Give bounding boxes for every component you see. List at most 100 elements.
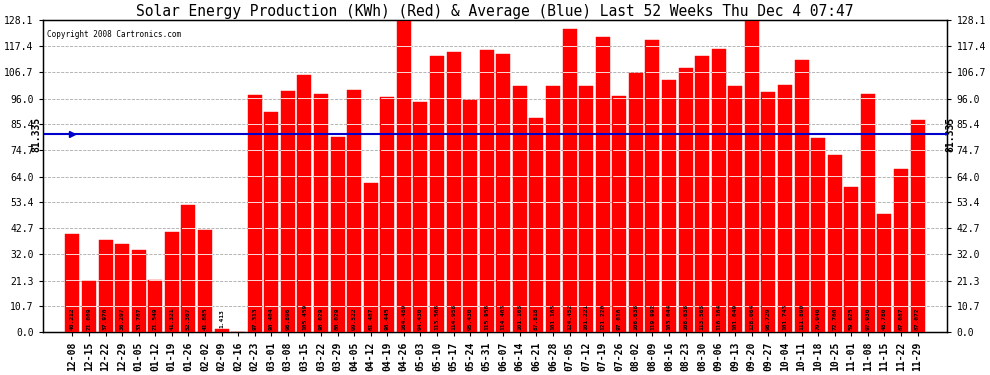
- Text: 95.430: 95.430: [467, 308, 472, 330]
- Bar: [82, 281, 96, 332]
- Text: 90.404: 90.404: [268, 308, 274, 330]
- Text: 119.992: 119.992: [650, 304, 655, 330]
- Bar: [662, 80, 676, 332]
- Bar: [132, 250, 146, 332]
- Text: 41.321: 41.321: [169, 308, 174, 330]
- Bar: [678, 68, 693, 332]
- Text: 101.221: 101.221: [584, 304, 589, 330]
- Text: 121.220: 121.220: [600, 304, 605, 330]
- Bar: [729, 86, 742, 332]
- Bar: [397, 0, 411, 332]
- Text: 108.638: 108.638: [683, 304, 688, 330]
- Bar: [98, 240, 113, 332]
- Text: 103.644: 103.644: [666, 304, 671, 330]
- Text: 80.029: 80.029: [335, 308, 340, 330]
- Text: 97.930: 97.930: [865, 308, 870, 330]
- Bar: [877, 214, 892, 332]
- Text: Copyright 2008 Cartronics.com: Copyright 2008 Cartronics.com: [48, 30, 181, 39]
- Text: 1.413: 1.413: [219, 309, 224, 328]
- Bar: [844, 187, 858, 332]
- Text: 111.890: 111.890: [799, 304, 804, 330]
- Text: 114.958: 114.958: [451, 304, 456, 330]
- Bar: [463, 100, 477, 332]
- Text: 40.212: 40.212: [70, 308, 75, 330]
- Bar: [828, 155, 842, 332]
- Bar: [281, 92, 295, 332]
- Text: 101.165: 101.165: [550, 304, 555, 330]
- Bar: [264, 112, 278, 332]
- Text: 36.297: 36.297: [120, 308, 125, 330]
- Text: 105.459: 105.459: [302, 304, 307, 330]
- Text: 97.016: 97.016: [617, 308, 622, 330]
- Bar: [314, 94, 328, 332]
- Text: 116.164: 116.164: [716, 304, 722, 330]
- Text: 81.335: 81.335: [945, 117, 955, 152]
- Bar: [115, 244, 129, 332]
- Bar: [596, 37, 610, 332]
- Text: 41.885: 41.885: [203, 308, 208, 330]
- Bar: [795, 60, 809, 332]
- Bar: [297, 75, 312, 332]
- Text: 98.029: 98.029: [319, 308, 324, 330]
- Bar: [215, 329, 229, 332]
- Text: 115.958: 115.958: [484, 304, 489, 330]
- Bar: [380, 98, 394, 332]
- Bar: [579, 86, 593, 332]
- Bar: [363, 183, 378, 332]
- Text: 98.729: 98.729: [766, 308, 771, 330]
- Text: 97.313: 97.313: [252, 308, 257, 330]
- Bar: [181, 205, 195, 332]
- Text: 67.087: 67.087: [899, 308, 904, 330]
- Text: 106.638: 106.638: [634, 304, 639, 330]
- Text: 61.487: 61.487: [368, 308, 373, 330]
- Text: 96.445: 96.445: [385, 308, 390, 330]
- Text: 52.307: 52.307: [186, 308, 191, 330]
- Text: 33.787: 33.787: [137, 308, 142, 330]
- Bar: [513, 86, 527, 332]
- Text: 87.818: 87.818: [534, 308, 539, 330]
- Bar: [198, 230, 212, 332]
- Title: Solar Energy Production (KWh) (Red) & Average (Blue) Last 52 Weeks Thu Dec 4 07:: Solar Energy Production (KWh) (Red) & Av…: [137, 4, 853, 19]
- Text: 113.568: 113.568: [435, 304, 440, 330]
- Bar: [811, 138, 826, 332]
- Text: 99.522: 99.522: [351, 308, 356, 330]
- Text: 81.335: 81.335: [31, 117, 41, 152]
- Text: 37.970: 37.970: [103, 308, 108, 330]
- Bar: [65, 234, 79, 332]
- Bar: [347, 90, 361, 332]
- Bar: [612, 96, 627, 332]
- Bar: [744, 20, 759, 332]
- Bar: [446, 53, 460, 332]
- Text: 79.940: 79.940: [816, 308, 821, 330]
- Text: 101.743: 101.743: [782, 304, 787, 330]
- Text: 101.049: 101.049: [733, 304, 738, 330]
- Bar: [480, 50, 494, 332]
- Bar: [496, 54, 510, 332]
- Bar: [148, 280, 162, 332]
- Bar: [894, 169, 908, 332]
- Text: 72.760: 72.760: [833, 308, 838, 330]
- Bar: [629, 73, 643, 332]
- Bar: [545, 86, 560, 332]
- Bar: [430, 56, 445, 332]
- Bar: [562, 29, 576, 332]
- Text: 59.625: 59.625: [848, 308, 853, 330]
- Bar: [861, 94, 875, 332]
- Bar: [530, 118, 544, 332]
- Text: 94.430: 94.430: [418, 308, 423, 330]
- Bar: [645, 40, 659, 332]
- Text: 101.165: 101.165: [518, 304, 523, 330]
- Text: 21.009: 21.009: [86, 308, 91, 330]
- Bar: [911, 120, 925, 332]
- Bar: [248, 95, 261, 332]
- Bar: [778, 84, 792, 332]
- Bar: [761, 92, 775, 332]
- Text: 87.072: 87.072: [915, 308, 920, 330]
- Text: 128.064: 128.064: [749, 304, 754, 330]
- Text: 124.452: 124.452: [567, 304, 572, 330]
- Bar: [414, 102, 428, 332]
- Text: 48.780: 48.780: [882, 308, 887, 330]
- Text: 21.549: 21.549: [152, 308, 157, 330]
- Bar: [164, 232, 179, 332]
- Bar: [712, 50, 726, 332]
